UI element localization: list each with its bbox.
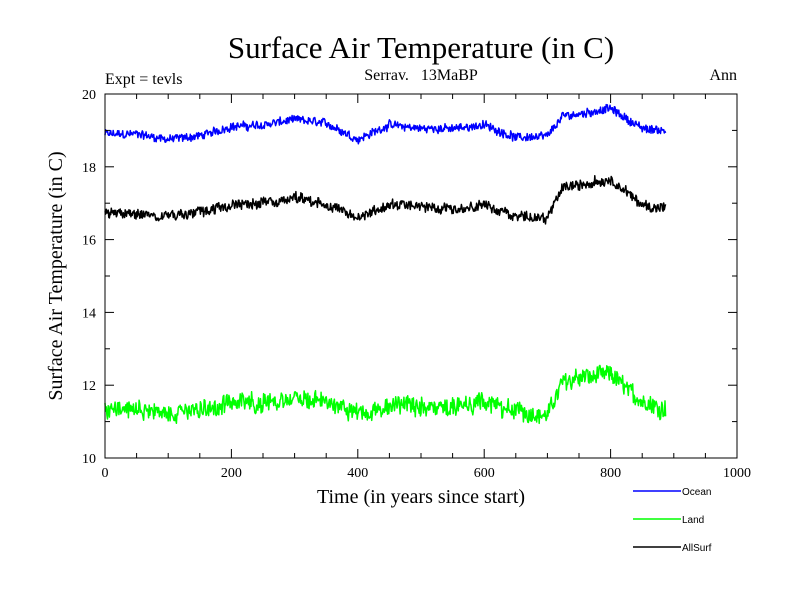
- x-tick-label: 400: [347, 466, 368, 481]
- series-layer: [104, 103, 667, 425]
- y-tick-label: 12: [82, 379, 96, 394]
- y-tick-label: 14: [82, 306, 96, 321]
- series-line-allsurf: [104, 174, 667, 225]
- chart-title: Surface Air Temperature (in C): [228, 30, 614, 65]
- legend: Ocean Land AllSurf: [633, 487, 712, 554]
- x-tick-label: 800: [600, 466, 621, 481]
- y-tick-label: 16: [82, 234, 96, 249]
- legend-label-land: Land: [682, 515, 704, 526]
- x-tick-label: 0: [102, 466, 109, 481]
- legend-label-allsurf: AllSurf: [682, 543, 712, 554]
- subtitle-center: Serrav. 13MaBP: [364, 67, 478, 84]
- subtitle-right: Ann: [709, 67, 737, 84]
- x-tick-label: 200: [221, 466, 242, 481]
- subtitle-left: Expt = tevls: [105, 71, 182, 88]
- series-line-land: [104, 364, 667, 425]
- legend-label-ocean: Ocean: [682, 487, 711, 498]
- y-axis-label: Surface Air Temperature (in C): [45, 151, 67, 400]
- y-tick-label: 20: [82, 88, 96, 103]
- y-tick-label: 18: [82, 161, 96, 176]
- x-tick-label: 1000: [723, 466, 751, 481]
- y-tick-label: 10: [82, 452, 96, 467]
- x-tick-label: 600: [474, 466, 495, 481]
- series-line-ocean: [104, 103, 667, 145]
- x-axis-label: Time (in years since start): [317, 486, 525, 508]
- ticks-layer: 0 200 400 600 800 1000 10 12 14 16 18 20: [82, 88, 751, 481]
